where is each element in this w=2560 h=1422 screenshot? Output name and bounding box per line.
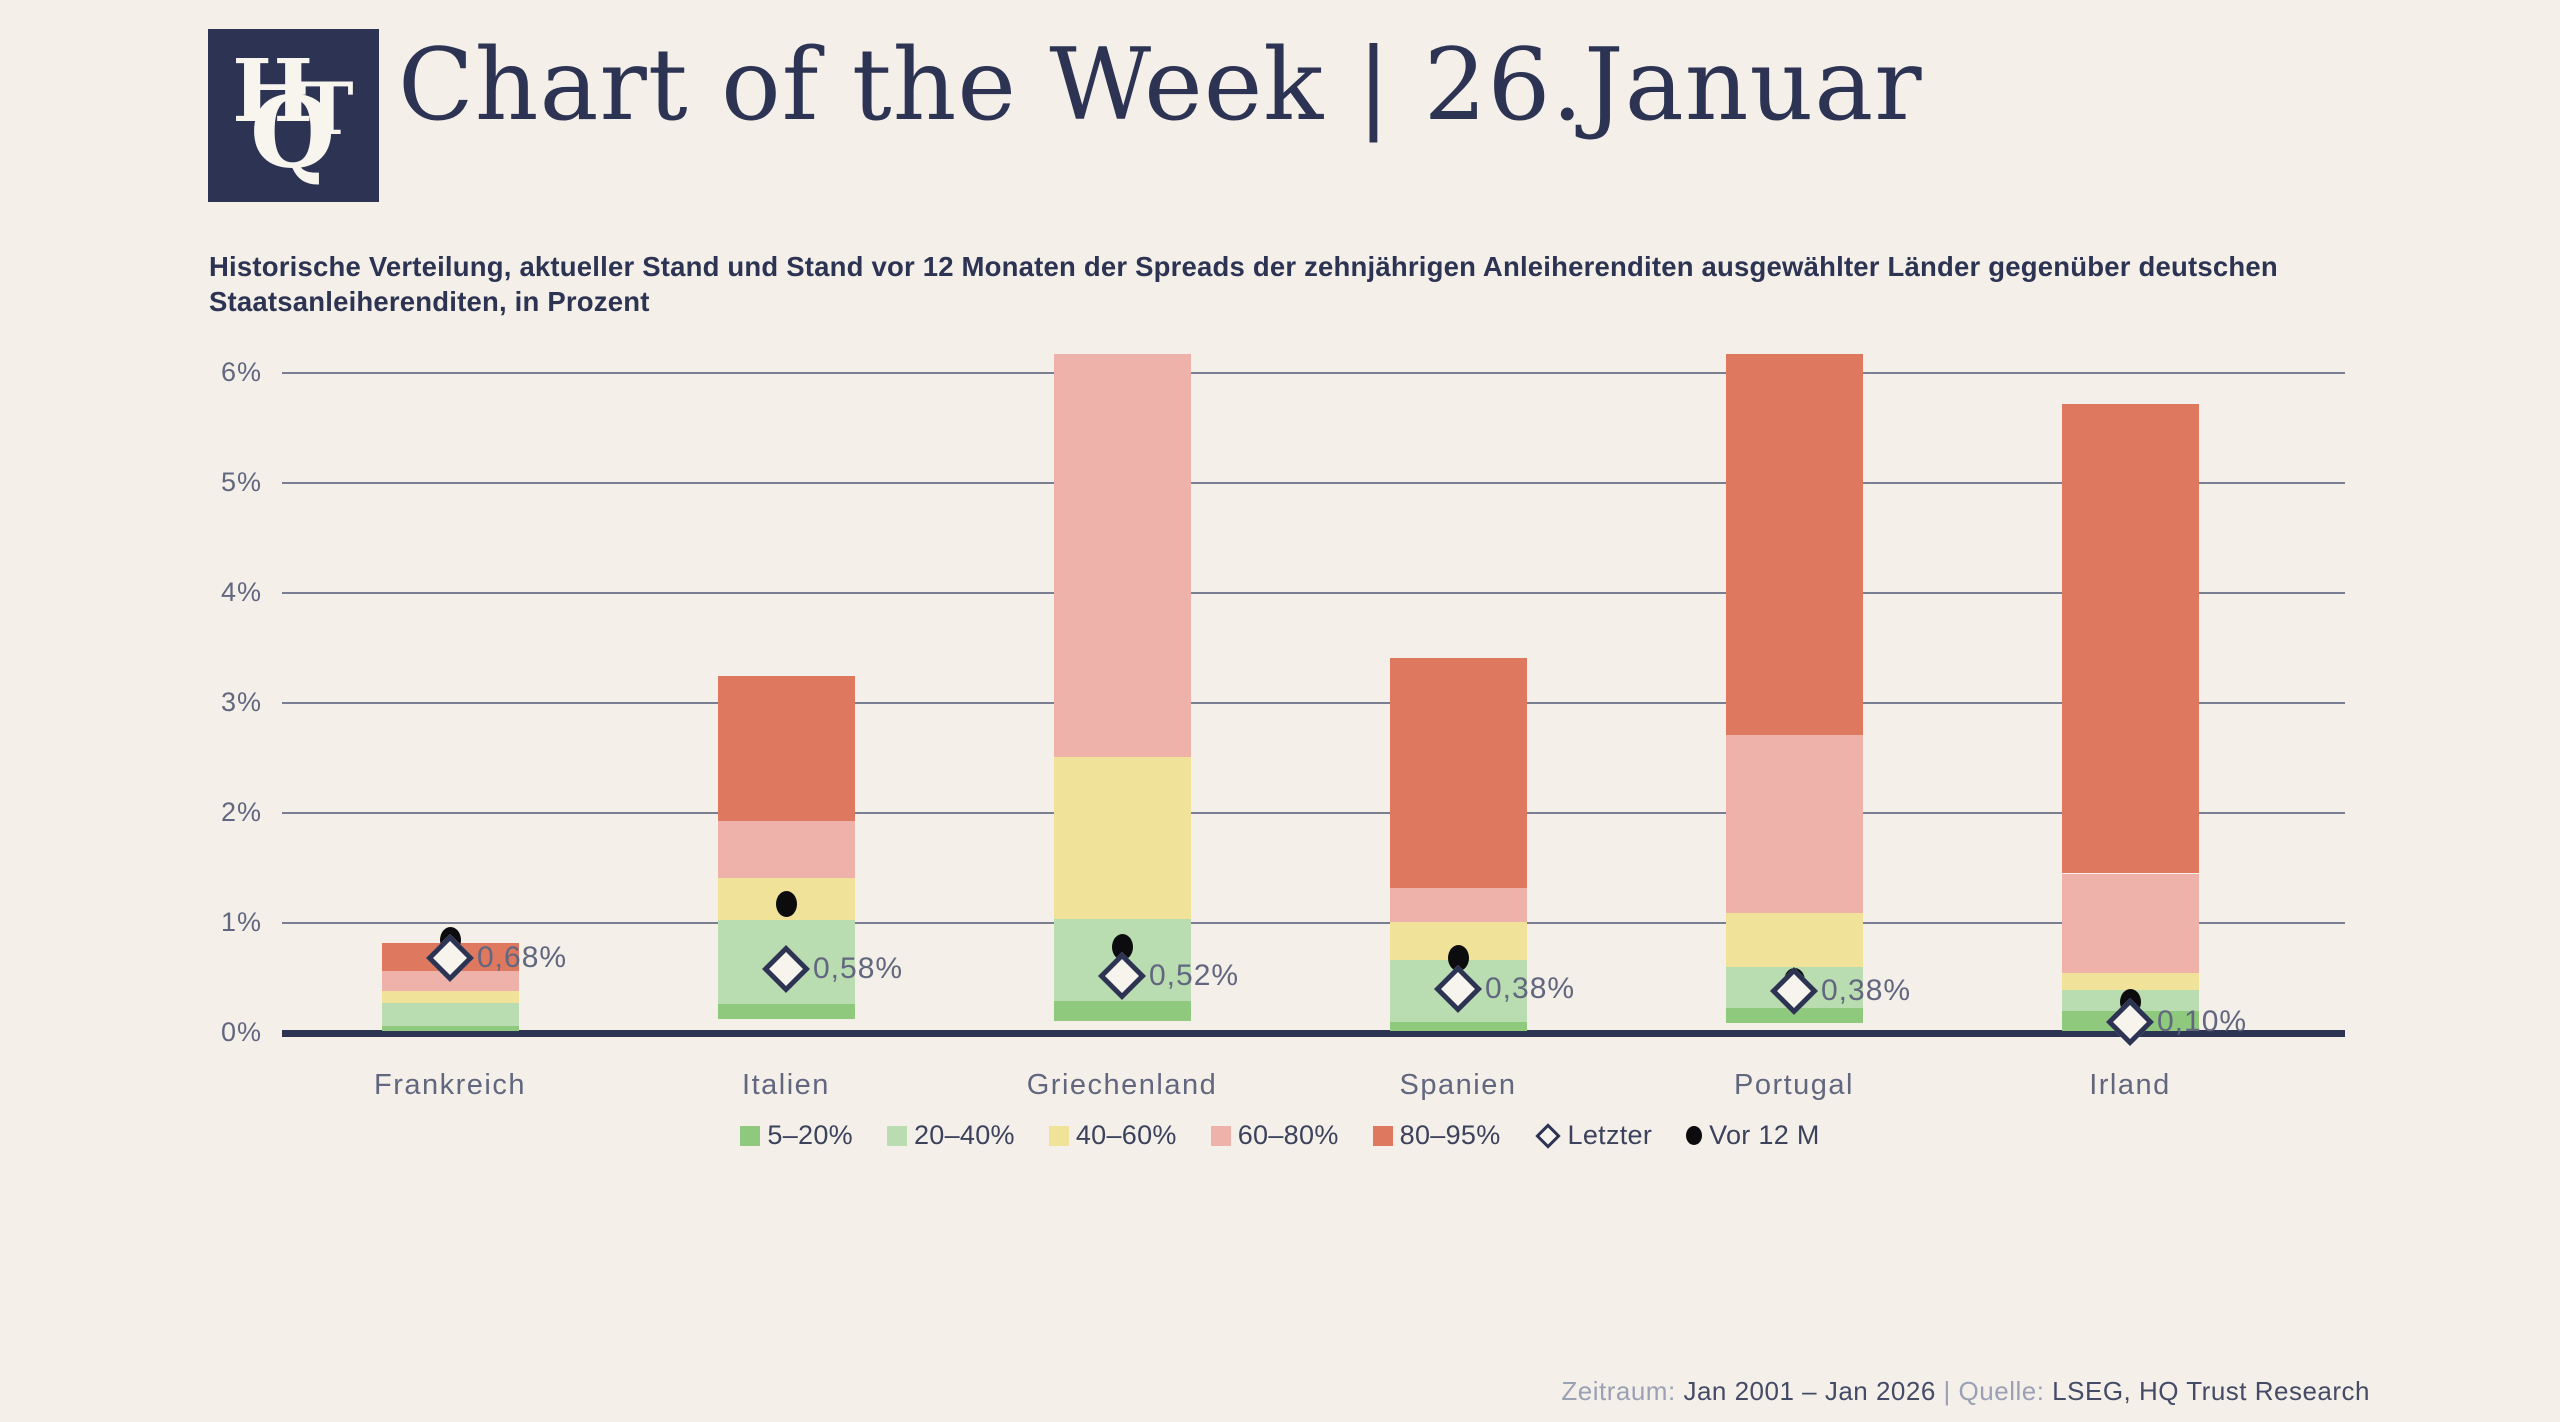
- legend-dot-icon: [1686, 1126, 1703, 1145]
- legend-item: Vor 12 M: [1686, 1120, 1819, 1151]
- gridline: [282, 482, 2345, 484]
- legend-label: 80–95%: [1399, 1120, 1501, 1150]
- bar-segment: [381, 1026, 519, 1031]
- bar-segment: [1389, 657, 1527, 888]
- y-tick-label: 2%: [220, 797, 262, 827]
- bar-segment: [381, 991, 519, 1004]
- footer-separator: |: [1943, 1376, 1951, 1406]
- bar-segment: [1053, 756, 1191, 919]
- bar-segment: [1389, 887, 1527, 922]
- letzter-value-label: 0,58%: [813, 952, 904, 986]
- legend-item: 20–40%: [886, 1120, 1015, 1151]
- x-axis-label: Griechenland: [1026, 1069, 1218, 1101]
- legend-swatch: [1372, 1125, 1393, 1146]
- legend-item: 5–20%: [740, 1120, 853, 1151]
- bar-segment: [1725, 1007, 1863, 1024]
- logo-letter-t: T: [300, 66, 354, 151]
- gridline: [282, 812, 2345, 814]
- x-axis-label: Frankreich: [374, 1069, 526, 1101]
- bar-segment: [1725, 913, 1863, 967]
- bar-segment: [1389, 1022, 1527, 1031]
- y-tick-label: 0%: [220, 1017, 262, 1047]
- chart-description: Historische Verteilung, aktueller Stand …: [209, 251, 2278, 317]
- legend-swatch: [1210, 1125, 1231, 1146]
- vor-12-m-dot: [1111, 934, 1133, 961]
- bar-segment: [1725, 354, 1863, 735]
- legend-label: 60–80%: [1237, 1120, 1339, 1150]
- footer-source-value: LSEG, HQ Trust Research: [2052, 1376, 2370, 1406]
- legend-item: 40–60%: [1048, 1120, 1177, 1151]
- vor-12-m-dot: [775, 891, 797, 918]
- legend-label: 20–40%: [913, 1120, 1015, 1150]
- letzter-value-label: 0,52%: [1149, 958, 1240, 992]
- footer-period-value: Jan 2001 – Jan 2026: [1683, 1376, 1936, 1406]
- x-axis-label: Irland: [2089, 1069, 2171, 1101]
- vor-12-m-dot: [1447, 945, 1469, 972]
- y-tick-label: 4%: [220, 577, 262, 607]
- legend-swatch: [886, 1125, 907, 1146]
- bar-segment: [717, 820, 855, 878]
- legend-item: 60–80%: [1210, 1120, 1339, 1151]
- x-axis-line: [282, 1030, 2345, 1037]
- y-tick-label: 6%: [220, 357, 262, 387]
- logo-letter-h: H: [232, 41, 314, 142]
- legend-item: Letzter: [1534, 1120, 1653, 1151]
- bar-segment: [1053, 354, 1191, 757]
- y-tick-label: 1%: [220, 907, 262, 937]
- gridline: [282, 922, 2345, 924]
- y-tick-label: 5%: [220, 467, 262, 497]
- chart-plot-area: 0% 1% 2% 3% 4% 5% 6% 0,68% 0,58% 0,52% 0,38% 0,38% 0…: [221, 354, 2345, 1101]
- bar-segment: [381, 1003, 519, 1027]
- page-title: Chart of the Week | 26.Januar: [398, 28, 1923, 143]
- bar-segment: [2061, 403, 2199, 874]
- x-axis-label: Italien: [742, 1069, 830, 1101]
- bar-segment: [717, 1004, 855, 1019]
- bar-segment: [2061, 873, 2199, 973]
- letzter-value-label: 0,10%: [2157, 1005, 2248, 1038]
- letzter-value-label: 0,38%: [1485, 972, 1576, 1005]
- bar-segment: [2061, 972, 2199, 991]
- legend-label: Letzter: [1567, 1120, 1653, 1150]
- chart-legend: 5–20% 20–40% 40–60% 60–80% 80–95% Letzter Vor …: [0, 1120, 2560, 1151]
- legend-label: Vor 12 M: [1709, 1120, 1820, 1150]
- letzter-value-label: 0,68%: [477, 941, 568, 975]
- x-axis-label: Portugal: [1733, 1069, 1854, 1101]
- legend-swatch: [1048, 1125, 1069, 1146]
- legend-label: 40–60%: [1075, 1120, 1177, 1150]
- source-footer: Zeitraum: Jan 2001 – Jan 2026 | Quelle: …: [1561, 1376, 2370, 1407]
- x-axis-label: Spanien: [1399, 1069, 1517, 1101]
- bar-segment: [717, 675, 855, 821]
- legend-diamond-icon: [1534, 1122, 1561, 1149]
- legend-swatch: [740, 1125, 761, 1146]
- bar-segment: [1053, 1001, 1191, 1021]
- gridline: [282, 592, 2345, 594]
- gridline: [282, 372, 2345, 374]
- footer-period-label: Zeitraum:: [1561, 1376, 1676, 1406]
- hq-trust-logo: H T Q: [208, 29, 379, 202]
- logo-letter-q: Q: [250, 76, 336, 191]
- gridline: [282, 702, 2345, 704]
- letzter-value-label: 0,38%: [1821, 974, 1912, 1008]
- footer-source-label: Quelle:: [1958, 1376, 2045, 1406]
- legend-label: 5–20%: [767, 1120, 853, 1150]
- y-tick-label: 3%: [220, 687, 262, 717]
- bar-segment: [1725, 734, 1863, 914]
- legend-item: 80–95%: [1372, 1120, 1501, 1151]
